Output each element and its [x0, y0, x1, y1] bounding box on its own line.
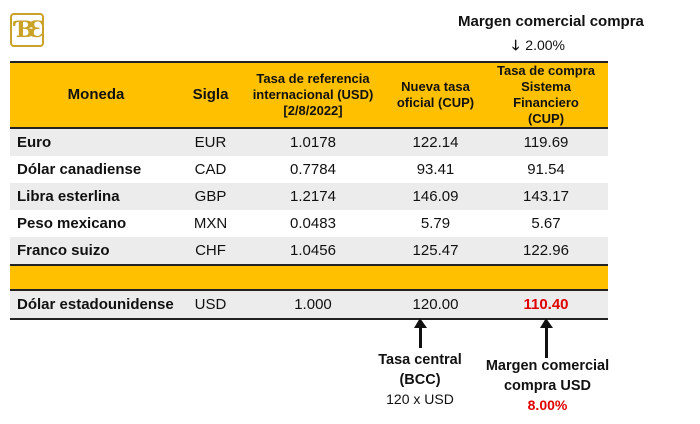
note-line: compra USD	[503, 378, 592, 394]
note-line: 120 x USD	[386, 391, 454, 407]
col-ref: Tasa de referencia internacional (USD) […	[239, 61, 387, 129]
oficial: 93.41	[416, 161, 455, 178]
ref: 0.0483	[290, 215, 336, 232]
sigla: CHF	[182, 237, 239, 265]
sigla: MXN	[193, 215, 228, 232]
oficial: 125.47	[387, 237, 484, 265]
note-line: Margen comercial	[485, 358, 610, 374]
moneda: Franco suizo	[10, 237, 182, 265]
separator-row	[10, 264, 608, 291]
sigla: CAD	[194, 161, 227, 178]
note-line: Tasa central	[378, 352, 462, 368]
ref: 1.0456	[239, 237, 387, 265]
note-line: 8.00%	[527, 397, 568, 413]
ref: 1.2174	[239, 183, 387, 210]
compra: 91.54	[527, 161, 565, 178]
compra: 5.67	[531, 215, 561, 232]
oficial: 5.79	[420, 215, 451, 232]
moneda: Dólar estadounidense	[10, 290, 182, 320]
sigla: EUR	[182, 128, 239, 156]
moneda: Peso mexicano	[17, 215, 127, 232]
table-row: Dólar canadiense CAD 0.7784 93.41 91.54	[10, 156, 608, 183]
usd-margin-note: Margen comercial compra USD 8.00%	[475, 356, 620, 415]
oficial: 120.00	[387, 290, 484, 320]
compra: 119.69	[484, 128, 608, 156]
exchange-rate-table: Moneda Sigla Tasa de referencia internac…	[10, 61, 608, 320]
col-compra: Tasa de compra Sistema Financiero (CUP)	[484, 61, 608, 129]
central-rate-note: Tasa central (BCC) 120 x USD	[365, 350, 475, 409]
margin-note-value: 🡓 2.00%	[512, 37, 565, 53]
oficial: 146.09	[387, 183, 484, 210]
col-sigla: Sigla	[182, 61, 239, 129]
ref: 0.7784	[290, 161, 336, 178]
sigla: GBP	[182, 183, 239, 210]
margin-note-label: Margen comercial compra	[458, 13, 644, 30]
moneda: Libra esterlina	[10, 183, 182, 210]
table-row-usd: Dólar estadounidense USD 1.000 120.00 110.40	[10, 290, 608, 320]
table-header: Moneda Sigla Tasa de referencia internac…	[10, 61, 608, 129]
arrow-up-icon	[414, 318, 427, 348]
moneda: Euro	[10, 128, 182, 156]
moneda: Dólar canadiense	[17, 161, 142, 178]
logo: ƁƐ	[10, 13, 44, 47]
separator	[10, 264, 608, 291]
col-moneda: Moneda	[10, 61, 182, 129]
compra: 110.40	[484, 290, 608, 320]
compra: 143.17	[484, 183, 608, 210]
table-row: Franco suizo CHF 1.0456 125.47 122.96	[10, 237, 608, 265]
table-row: Euro EUR 1.0178 122.14 119.69	[10, 128, 608, 156]
note-line: (BCC)	[399, 372, 441, 388]
oficial: 122.14	[387, 128, 484, 156]
arrow-up-icon	[540, 318, 553, 358]
sigla: USD	[182, 290, 239, 320]
col-oficial: Nueva tasa oficial (CUP)	[387, 61, 484, 129]
ref: 1.0178	[239, 128, 387, 156]
ref: 1.000	[239, 290, 387, 320]
table-row: Peso mexicano MXN 0.0483 5.79 5.67	[10, 210, 608, 237]
table-row: Libra esterlina GBP 1.2174 146.09 143.17	[10, 183, 608, 210]
compra: 122.96	[484, 237, 608, 265]
arrow-down-icon: 🡓	[512, 37, 520, 53]
